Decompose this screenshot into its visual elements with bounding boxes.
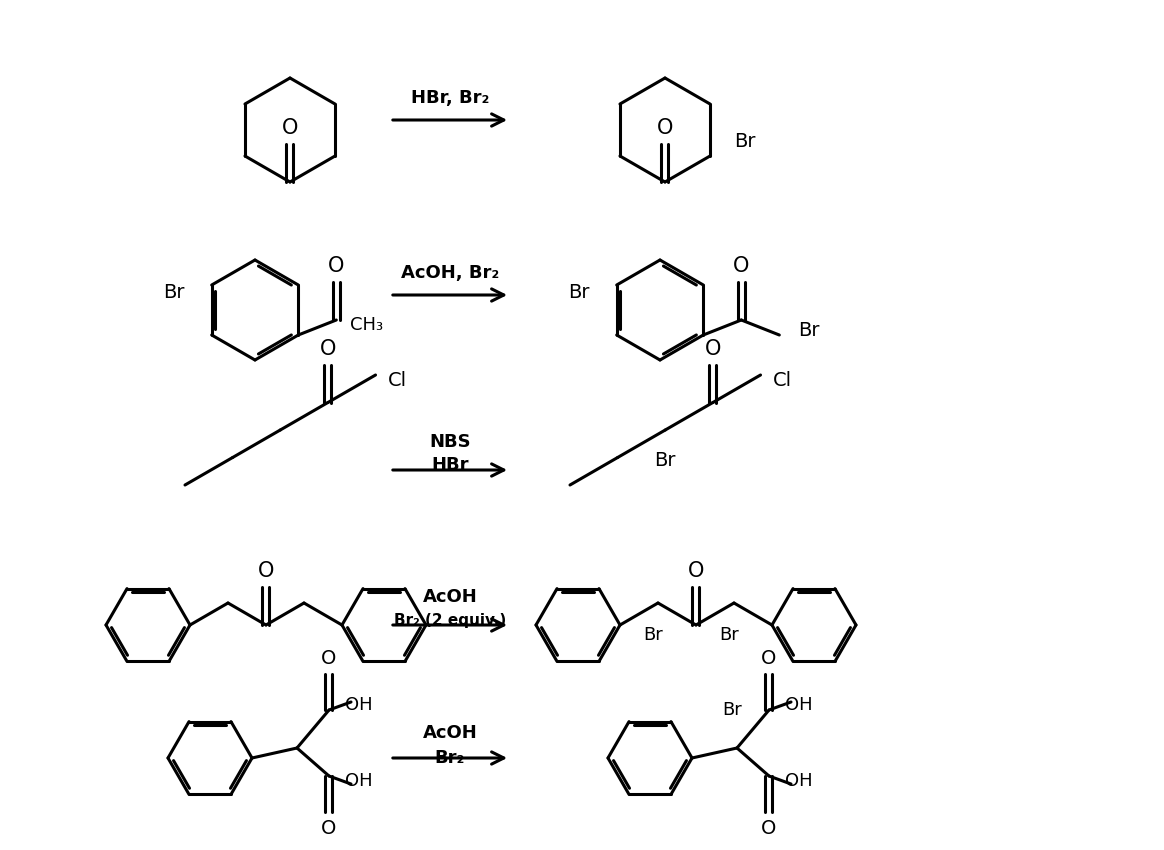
Text: Br: Br (722, 701, 741, 719)
Text: Br₂ (2 equiv.): Br₂ (2 equiv.) (393, 613, 506, 627)
Text: O: O (733, 256, 750, 276)
Text: O: O (704, 338, 721, 359)
Text: O: O (656, 118, 673, 138)
Text: HBr, Br₂: HBr, Br₂ (411, 89, 489, 107)
Text: AcOH, Br₂: AcOH, Br₂ (400, 264, 499, 282)
Text: O: O (282, 118, 298, 138)
Text: OH: OH (786, 772, 812, 790)
Text: NBS: NBS (430, 433, 470, 451)
Text: Br₂: Br₂ (435, 749, 466, 767)
Text: Cl: Cl (388, 371, 407, 389)
Text: OH: OH (786, 696, 812, 714)
Text: AcOH: AcOH (423, 724, 477, 742)
Text: CH₃: CH₃ (349, 316, 383, 334)
Text: Br: Br (799, 320, 821, 339)
Text: Cl: Cl (773, 371, 792, 389)
Text: Br: Br (568, 284, 589, 303)
Text: Br: Br (644, 626, 662, 644)
Text: O: O (321, 649, 336, 667)
Text: O: O (761, 649, 776, 667)
Text: AcOH: AcOH (423, 588, 477, 606)
Text: Br: Br (734, 132, 755, 150)
Text: O: O (328, 256, 345, 276)
Text: O: O (257, 561, 275, 581)
Text: O: O (320, 338, 336, 359)
Text: HBr: HBr (431, 456, 469, 474)
Text: OH: OH (346, 696, 372, 714)
Text: O: O (761, 819, 776, 837)
Text: Br: Br (163, 284, 184, 303)
Text: OH: OH (346, 772, 372, 790)
Text: O: O (321, 819, 336, 837)
Text: O: O (688, 561, 704, 581)
Text: Br: Br (719, 626, 739, 644)
Text: Br: Br (654, 450, 676, 469)
